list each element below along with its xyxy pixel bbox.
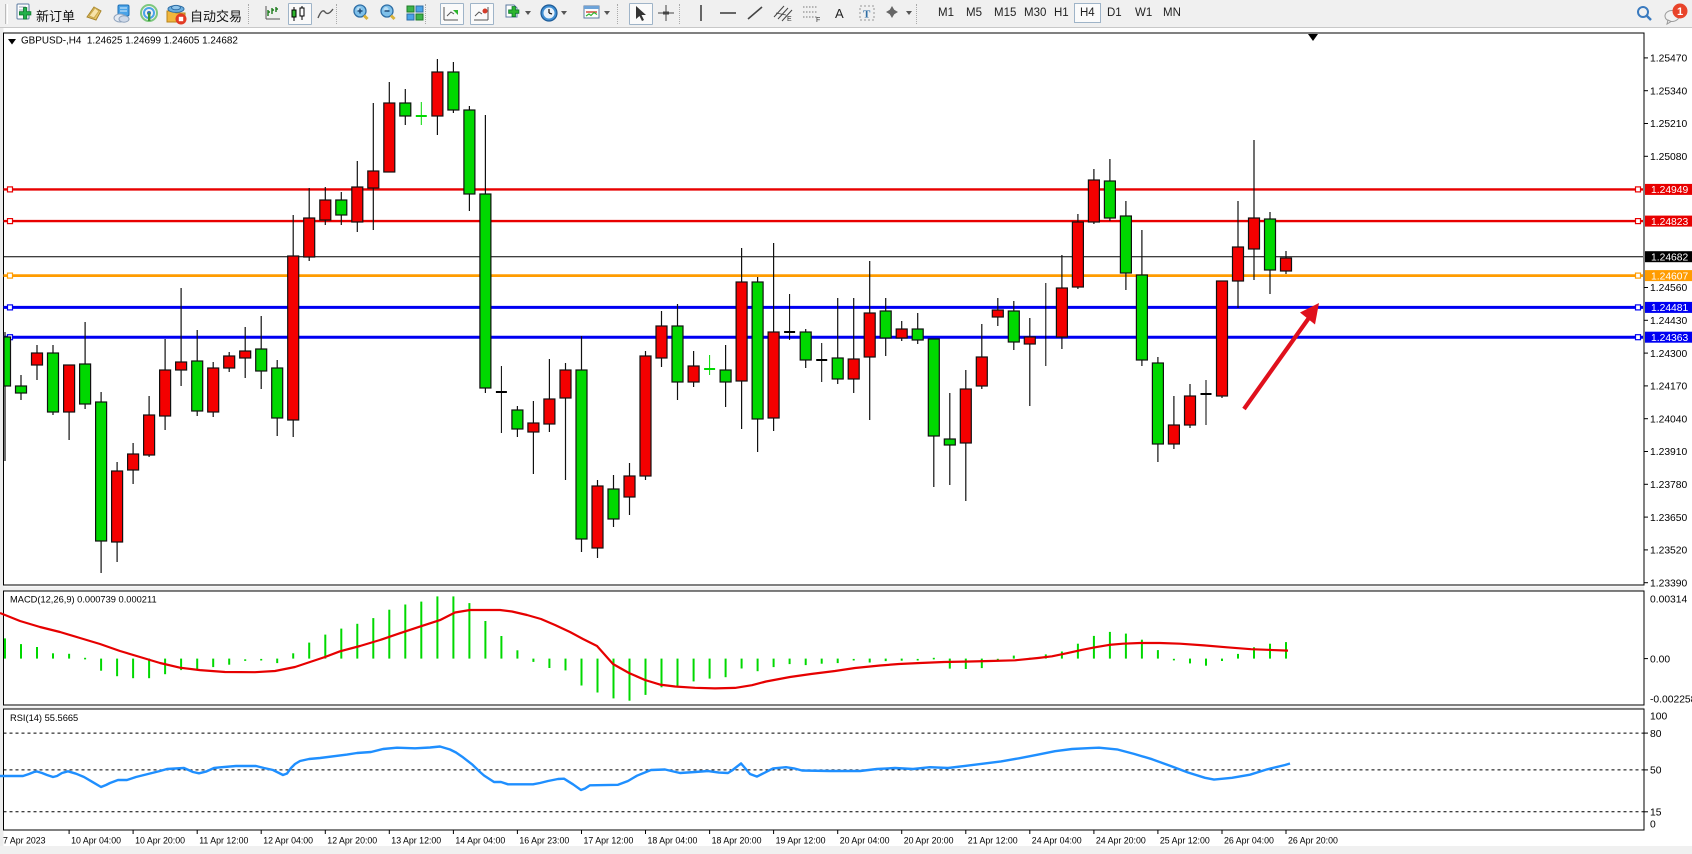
svg-text:19 Apr 12:00: 19 Apr 12:00 <box>776 836 826 846</box>
svg-text:1.23520: 1.23520 <box>1650 546 1687 557</box>
svg-text:24 Apr 04:00: 24 Apr 04:00 <box>1032 836 1082 846</box>
svg-text:10 Apr 20:00: 10 Apr 20:00 <box>135 836 185 846</box>
svg-text:1.24823: 1.24823 <box>1651 217 1688 228</box>
svg-text:13 Apr 12:00: 13 Apr 12:00 <box>391 836 441 846</box>
svg-text:25 Apr 12:00: 25 Apr 12:00 <box>1160 836 1210 846</box>
svg-text:T: T <box>863 9 871 21</box>
svg-text:1.24481: 1.24481 <box>1651 303 1688 314</box>
svg-text:1.23390: 1.23390 <box>1650 578 1687 589</box>
svg-text:1.25340: 1.25340 <box>1650 86 1687 97</box>
svg-text:1.23650: 1.23650 <box>1650 513 1687 524</box>
svg-text:1.24682: 1.24682 <box>1651 252 1688 263</box>
svg-text:E: E <box>787 16 792 23</box>
svg-text:26 Apr 04:00: 26 Apr 04:00 <box>1224 836 1274 846</box>
svg-text:1.25470: 1.25470 <box>1650 54 1687 65</box>
svg-text:50: 50 <box>1650 766 1662 777</box>
svg-text:1.24040: 1.24040 <box>1650 414 1687 425</box>
svg-text:7 Apr 2023: 7 Apr 2023 <box>3 836 46 846</box>
svg-text:21 Apr 12:00: 21 Apr 12:00 <box>968 836 1018 846</box>
svg-text:1.24607: 1.24607 <box>1651 271 1688 282</box>
svg-text:1.23780: 1.23780 <box>1650 480 1687 491</box>
svg-text:16 Apr 23:00: 16 Apr 23:00 <box>519 836 569 846</box>
svg-text:18 Apr 20:00: 18 Apr 20:00 <box>712 836 762 846</box>
svg-text:20 Apr 20:00: 20 Apr 20:00 <box>904 836 954 846</box>
svg-text:80: 80 <box>1650 729 1662 740</box>
svg-text:11 Apr 12:00: 11 Apr 12:00 <box>199 836 248 846</box>
svg-text:1.24560: 1.24560 <box>1650 283 1687 294</box>
svg-text:F: F <box>816 17 820 23</box>
svg-text:1: 1 <box>1677 6 1683 18</box>
svg-text:1.25080: 1.25080 <box>1650 152 1687 163</box>
svg-text:18 Apr 04:00: 18 Apr 04:00 <box>648 836 698 846</box>
svg-text:0.00314: 0.00314 <box>1650 595 1687 606</box>
svg-text:12 Apr 20:00: 12 Apr 20:00 <box>327 836 377 846</box>
svg-text:15: 15 <box>1650 808 1662 819</box>
svg-text:1.24949: 1.24949 <box>1651 185 1688 196</box>
svg-text:17 Apr 12:00: 17 Apr 12:00 <box>584 836 634 846</box>
svg-text:100: 100 <box>1650 712 1667 723</box>
svg-text:20 Apr 04:00: 20 Apr 04:00 <box>840 836 890 846</box>
svg-text:1.24430: 1.24430 <box>1650 316 1687 327</box>
svg-text:26 Apr 20:00: 26 Apr 20:00 <box>1288 836 1338 846</box>
svg-text:1.24300: 1.24300 <box>1650 349 1687 360</box>
svg-text:14 Apr 04:00: 14 Apr 04:00 <box>455 836 505 846</box>
svg-text:24 Apr 20:00: 24 Apr 20:00 <box>1096 836 1146 846</box>
svg-text:-0.002258: -0.002258 <box>1650 695 1692 706</box>
svg-text:GBPUSD-,H4 1.24625 1.24699 1.: GBPUSD-,H4 1.24625 1.24699 1.24605 1.246… <box>21 36 238 47</box>
svg-text:MACD(12,26,9) 0.000739 0.00021: MACD(12,26,9) 0.000739 0.000211 <box>10 595 157 605</box>
svg-text:12 Apr 04:00: 12 Apr 04:00 <box>263 836 313 846</box>
svg-text:10 Apr 04:00: 10 Apr 04:00 <box>71 836 121 846</box>
svg-text:0.00: 0.00 <box>1650 654 1670 665</box>
svg-text:0: 0 <box>1650 820 1656 831</box>
svg-text:RSI(14) 55.5665: RSI(14) 55.5665 <box>10 713 78 723</box>
svg-text:1.23910: 1.23910 <box>1650 447 1687 458</box>
svg-text:1.24363: 1.24363 <box>1651 333 1688 344</box>
svg-text:1.24170: 1.24170 <box>1650 382 1687 393</box>
svg-text:A: A <box>835 6 844 21</box>
svg-text:1.25210: 1.25210 <box>1650 119 1687 130</box>
